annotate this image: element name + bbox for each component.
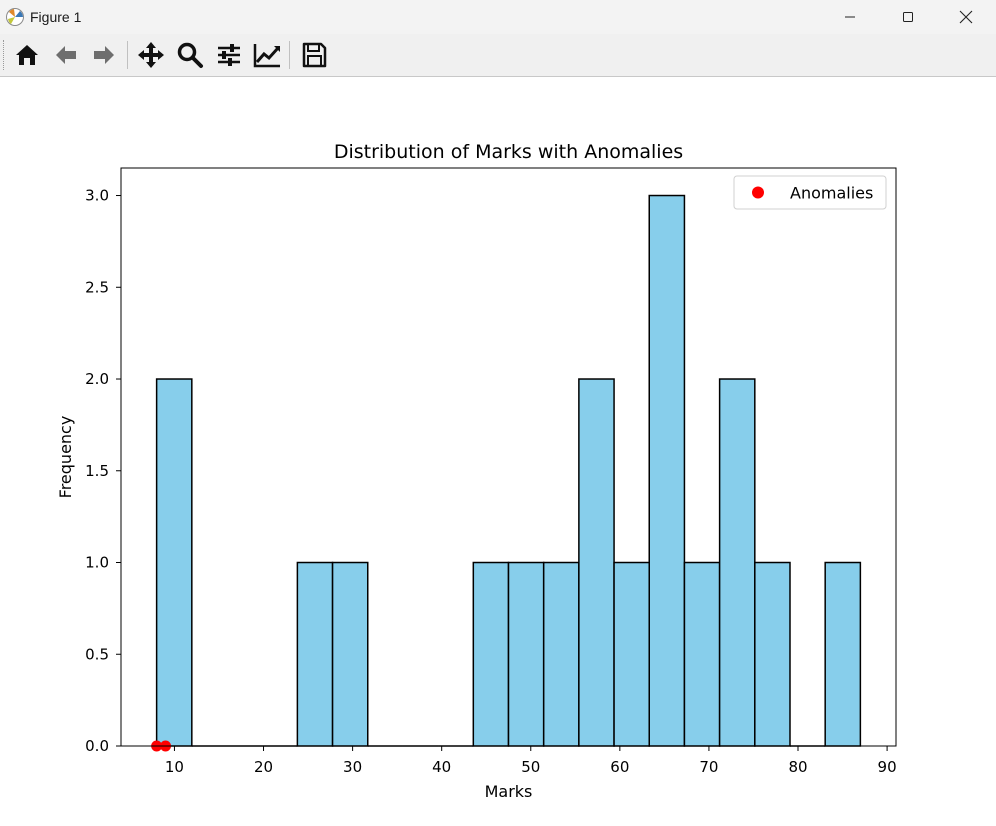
save-icon (302, 42, 327, 68)
y-axis-label: Frequency (56, 416, 75, 499)
histogram-bar (683, 561, 721, 747)
y-tick-label: 2.0 (85, 370, 109, 388)
window-title: Figure 1 (30, 9, 82, 25)
histogram-bar (754, 561, 791, 747)
histogram-bar (155, 378, 193, 747)
toolbar-separator (127, 41, 128, 69)
x-tick-label: 50 (521, 758, 540, 776)
x-tick-label: 10 (165, 758, 184, 776)
histogram-bar (507, 561, 545, 747)
zoom-button[interactable] (173, 38, 207, 72)
y-tick-label: 3.0 (85, 187, 109, 205)
configure-subplots-icon (218, 44, 240, 66)
edit-axis-button[interactable] (250, 38, 284, 72)
navigation-toolbar (0, 34, 996, 77)
y-tick-label: 1.5 (85, 462, 109, 480)
configure-subplots-button[interactable] (212, 38, 246, 72)
histogram-bar (296, 561, 334, 747)
histogram-chart: 10 20 30 40 50 60 70 80 90 0.0 0.5 1.0 1.5 2.0 2.5 3.0 D… (56, 141, 897, 801)
maximize-button[interactable] (879, 0, 937, 34)
histogram-bar (718, 378, 756, 747)
x-tick-label: 80 (788, 758, 807, 776)
x-tick-label: 30 (343, 758, 362, 776)
forward-icon (94, 46, 114, 64)
home-icon (16, 45, 38, 65)
chart-title: Distribution of Marks with Anomalies (334, 141, 683, 163)
plot-area-frame (120, 167, 897, 747)
close-icon (959, 10, 973, 24)
back-button[interactable] (49, 38, 83, 72)
y-tick-label: 2.5 (85, 278, 109, 296)
histogram-bar (648, 194, 686, 747)
legend-marker (752, 186, 764, 199)
pan-button[interactable] (134, 38, 168, 72)
histogram-bar (613, 561, 650, 747)
minimize-icon (845, 16, 855, 18)
x-tick-label: 70 (699, 758, 718, 776)
maximize-icon (903, 12, 913, 22)
pan-icon (138, 42, 164, 68)
edit-axis-icon (253, 44, 280, 68)
y-tick-label: 0.0 (85, 737, 109, 755)
y-tick-label: 1.0 (85, 554, 109, 572)
matplotlib-logo-icon (6, 8, 24, 26)
x-tick-label: 20 (254, 758, 273, 776)
y-tick-label: 0.5 (85, 645, 109, 663)
x-tick-label: 60 (610, 758, 629, 776)
histogram-bar (542, 561, 580, 747)
forward-button[interactable] (87, 38, 121, 72)
histogram-bar (472, 561, 510, 747)
x-tick-label: 40 (432, 758, 451, 776)
legend-label: Anomalies (790, 184, 873, 203)
histogram-bar (578, 378, 615, 747)
window-titlebar: Figure 1 (0, 0, 996, 34)
toolbar-separator (289, 41, 290, 69)
close-button[interactable] (937, 0, 995, 34)
histogram-bar (331, 561, 369, 747)
x-tick-label: 90 (878, 758, 897, 776)
back-icon (56, 46, 76, 64)
histogram-bar (824, 561, 862, 747)
zoom-icon (177, 42, 203, 68)
toolbar-grip (3, 40, 6, 70)
legend-box (733, 175, 887, 210)
save-button[interactable] (297, 38, 331, 72)
minimize-button[interactable] (821, 0, 879, 34)
x-axis-label: Marks (485, 782, 533, 801)
home-button[interactable] (10, 38, 44, 72)
